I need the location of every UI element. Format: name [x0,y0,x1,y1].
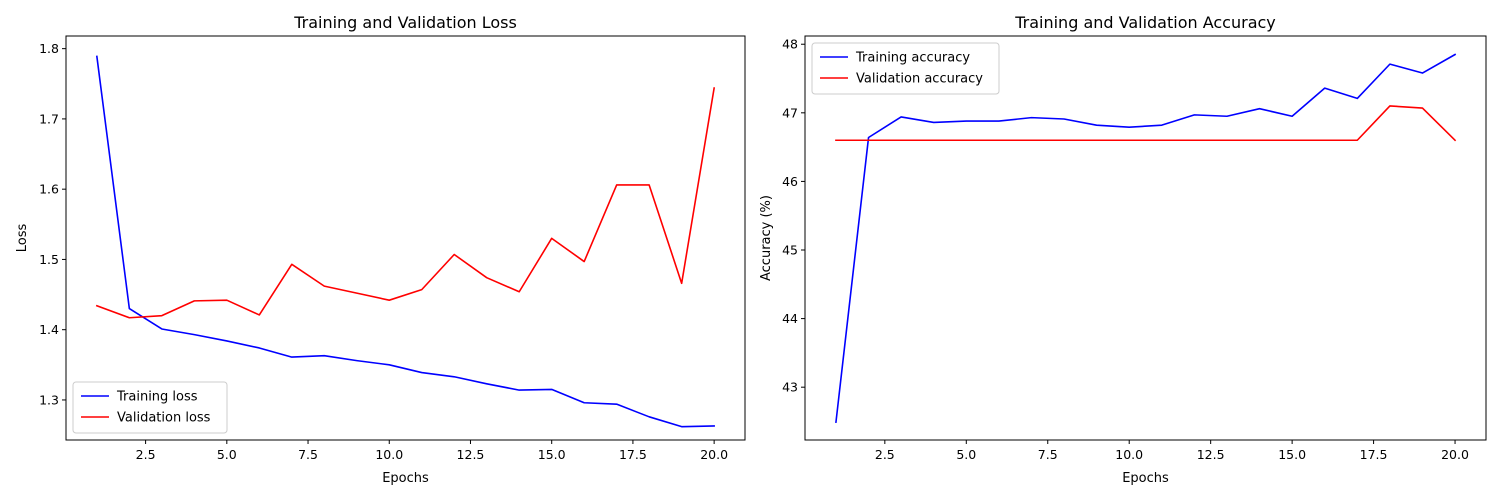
chart-title: Training and Validation Loss [293,13,517,32]
x-tick-label: 20.0 [700,447,728,462]
x-tick-label: 15.0 [538,447,566,462]
y-tick-label: 1.6 [39,182,59,197]
legend-label: Training accuracy [855,51,970,66]
legend-label: Validation loss [117,411,211,426]
y-tick-label: 1.7 [39,111,59,126]
y-tick-label: 1.5 [39,252,59,267]
y-tick-label: 43 [782,380,798,395]
loss-chart: Training and Validation Loss 2.5 5.0 7.5 10.… [15,13,745,486]
x-tick-label: 17.5 [1360,447,1388,462]
x-tick-label: 10.0 [375,447,403,462]
accuracy-chart: Training and Validation Accuracy 2.5 5.0 7.… [759,13,1486,486]
series-line-validation [97,88,714,318]
x-tick-label: 12.5 [457,447,485,462]
y-tick-label: 44 [782,311,798,326]
x-tick-label: 7.5 [1038,447,1058,462]
x-tick-label: 5.0 [956,447,976,462]
x-tick-label: 15.0 [1278,447,1306,462]
x-tick-label: 10.0 [1115,447,1143,462]
chart-title: Training and Validation Accuracy [1014,13,1276,32]
y-tick-label: 1.4 [39,322,59,337]
y-tick-label: 46 [782,174,798,189]
x-tick-label: 12.5 [1197,447,1225,462]
legend-label: Training loss [116,390,198,405]
y-tick-label: 48 [782,37,798,52]
x-axis-label: Epochs [1122,471,1169,486]
x-tick-label: 2.5 [875,447,895,462]
x-axis-label: Epochs [382,471,429,486]
legend: Training accuracy Validation accuracy [812,43,999,94]
plot-frame [66,36,745,440]
y-tick-label: 45 [782,243,798,258]
legend-label: Validation accuracy [856,72,983,87]
x-tick-label: 7.5 [298,447,318,462]
x-tick-label: 5.0 [217,447,237,462]
plot-frame [805,36,1486,440]
y-tick-label: 47 [782,105,798,120]
legend: Training loss Validation loss [73,382,227,433]
x-tick-label: 2.5 [136,447,156,462]
series-line-validation [836,106,1455,140]
y-axis-label: Accuracy (%) [759,195,774,281]
series-line-training [97,56,714,426]
x-tick-label: 20.0 [1441,447,1469,462]
y-tick-label: 1.3 [39,392,59,407]
y-axis-label: Loss [15,224,30,253]
y-tick-label: 1.8 [39,41,59,56]
series-line-training [836,55,1455,423]
x-tick-label: 17.5 [619,447,647,462]
